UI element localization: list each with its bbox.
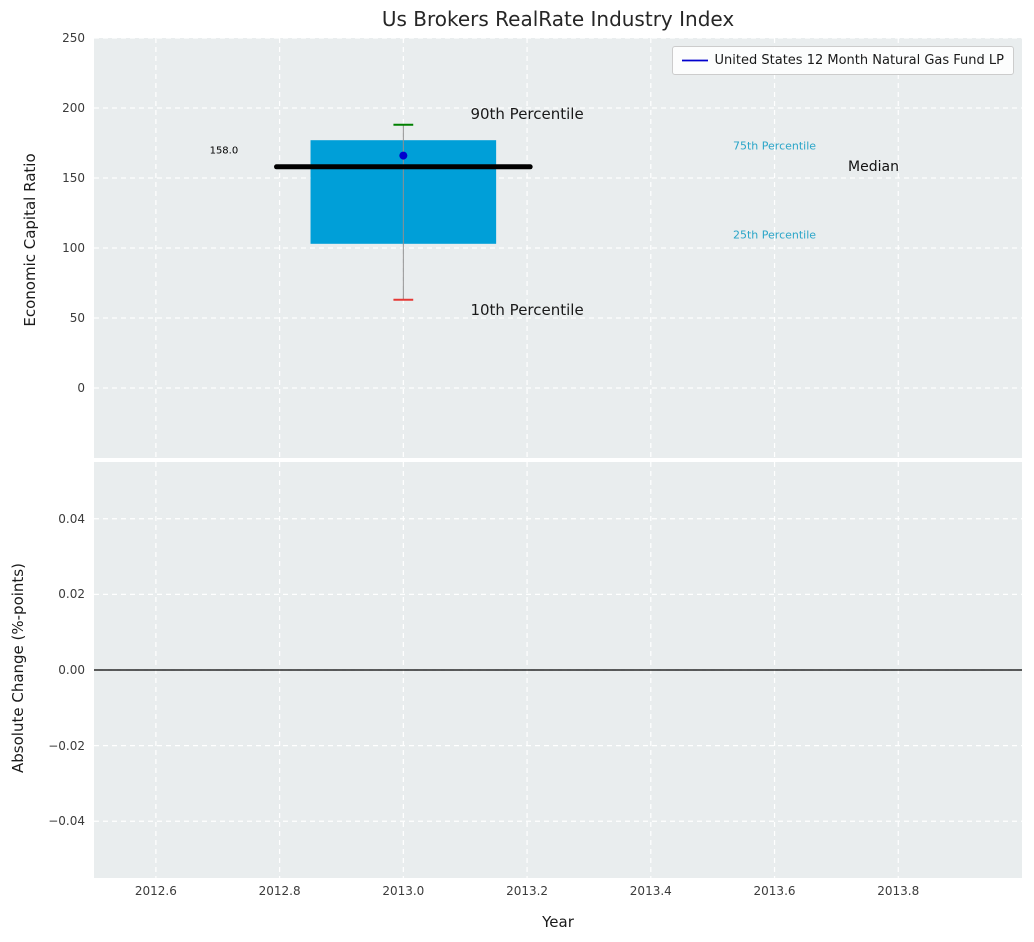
mean-marker	[399, 151, 408, 160]
legend-line-icon	[681, 59, 708, 62]
y-tick-label: 150	[62, 171, 85, 185]
y-tick-label: 50	[69, 311, 85, 325]
y-tick-label: −0.02	[48, 738, 85, 753]
x-tick-label: 2013.4	[629, 884, 672, 898]
annotation-10th-percentile: 10th Percentile	[470, 300, 584, 319]
x-axis-label: Year	[542, 913, 574, 931]
x-tick-label: 2012.8	[258, 884, 301, 898]
annotation-75th-percentile: 75th Percentile	[733, 139, 817, 153]
x-tick-label: 2013.6	[753, 884, 796, 898]
y-tick-label: 0.00	[58, 663, 85, 677]
legend: United States 12 Month Natural Gas Fund …	[671, 46, 1014, 75]
annotation-158-0: 158.0	[209, 145, 239, 157]
x-tick-label: 2012.6	[134, 884, 177, 898]
y-tick-label: 100	[62, 241, 85, 255]
y-tick-label: 0.04	[58, 511, 85, 526]
annotation-25th-percentile: 25th Percentile	[733, 228, 817, 242]
legend-label: United States 12 Month Natural Gas Fund …	[714, 53, 1004, 68]
x-tick-label: 2013.8	[877, 884, 920, 898]
annotation-90th-percentile: 90th Percentile	[470, 104, 584, 123]
y-tick-label: 0	[77, 381, 85, 395]
x-tick-label: 2013.2	[506, 884, 549, 898]
y-tick-label: 250	[62, 31, 85, 45]
y-axis-label-top: Economic Capital Ratio	[21, 153, 39, 327]
chart-title: Us Brokers RealRate Industry Index	[381, 7, 735, 31]
y-tick-label: −0.04	[48, 814, 85, 829]
y-axis-label-bottom: Absolute Change (%-points)	[9, 563, 27, 773]
annotation-median: Median	[848, 158, 899, 175]
x-tick-label: 2013.0	[382, 884, 425, 898]
y-tick-label: 0.02	[58, 587, 85, 602]
y-tick-label: 200	[62, 101, 85, 115]
